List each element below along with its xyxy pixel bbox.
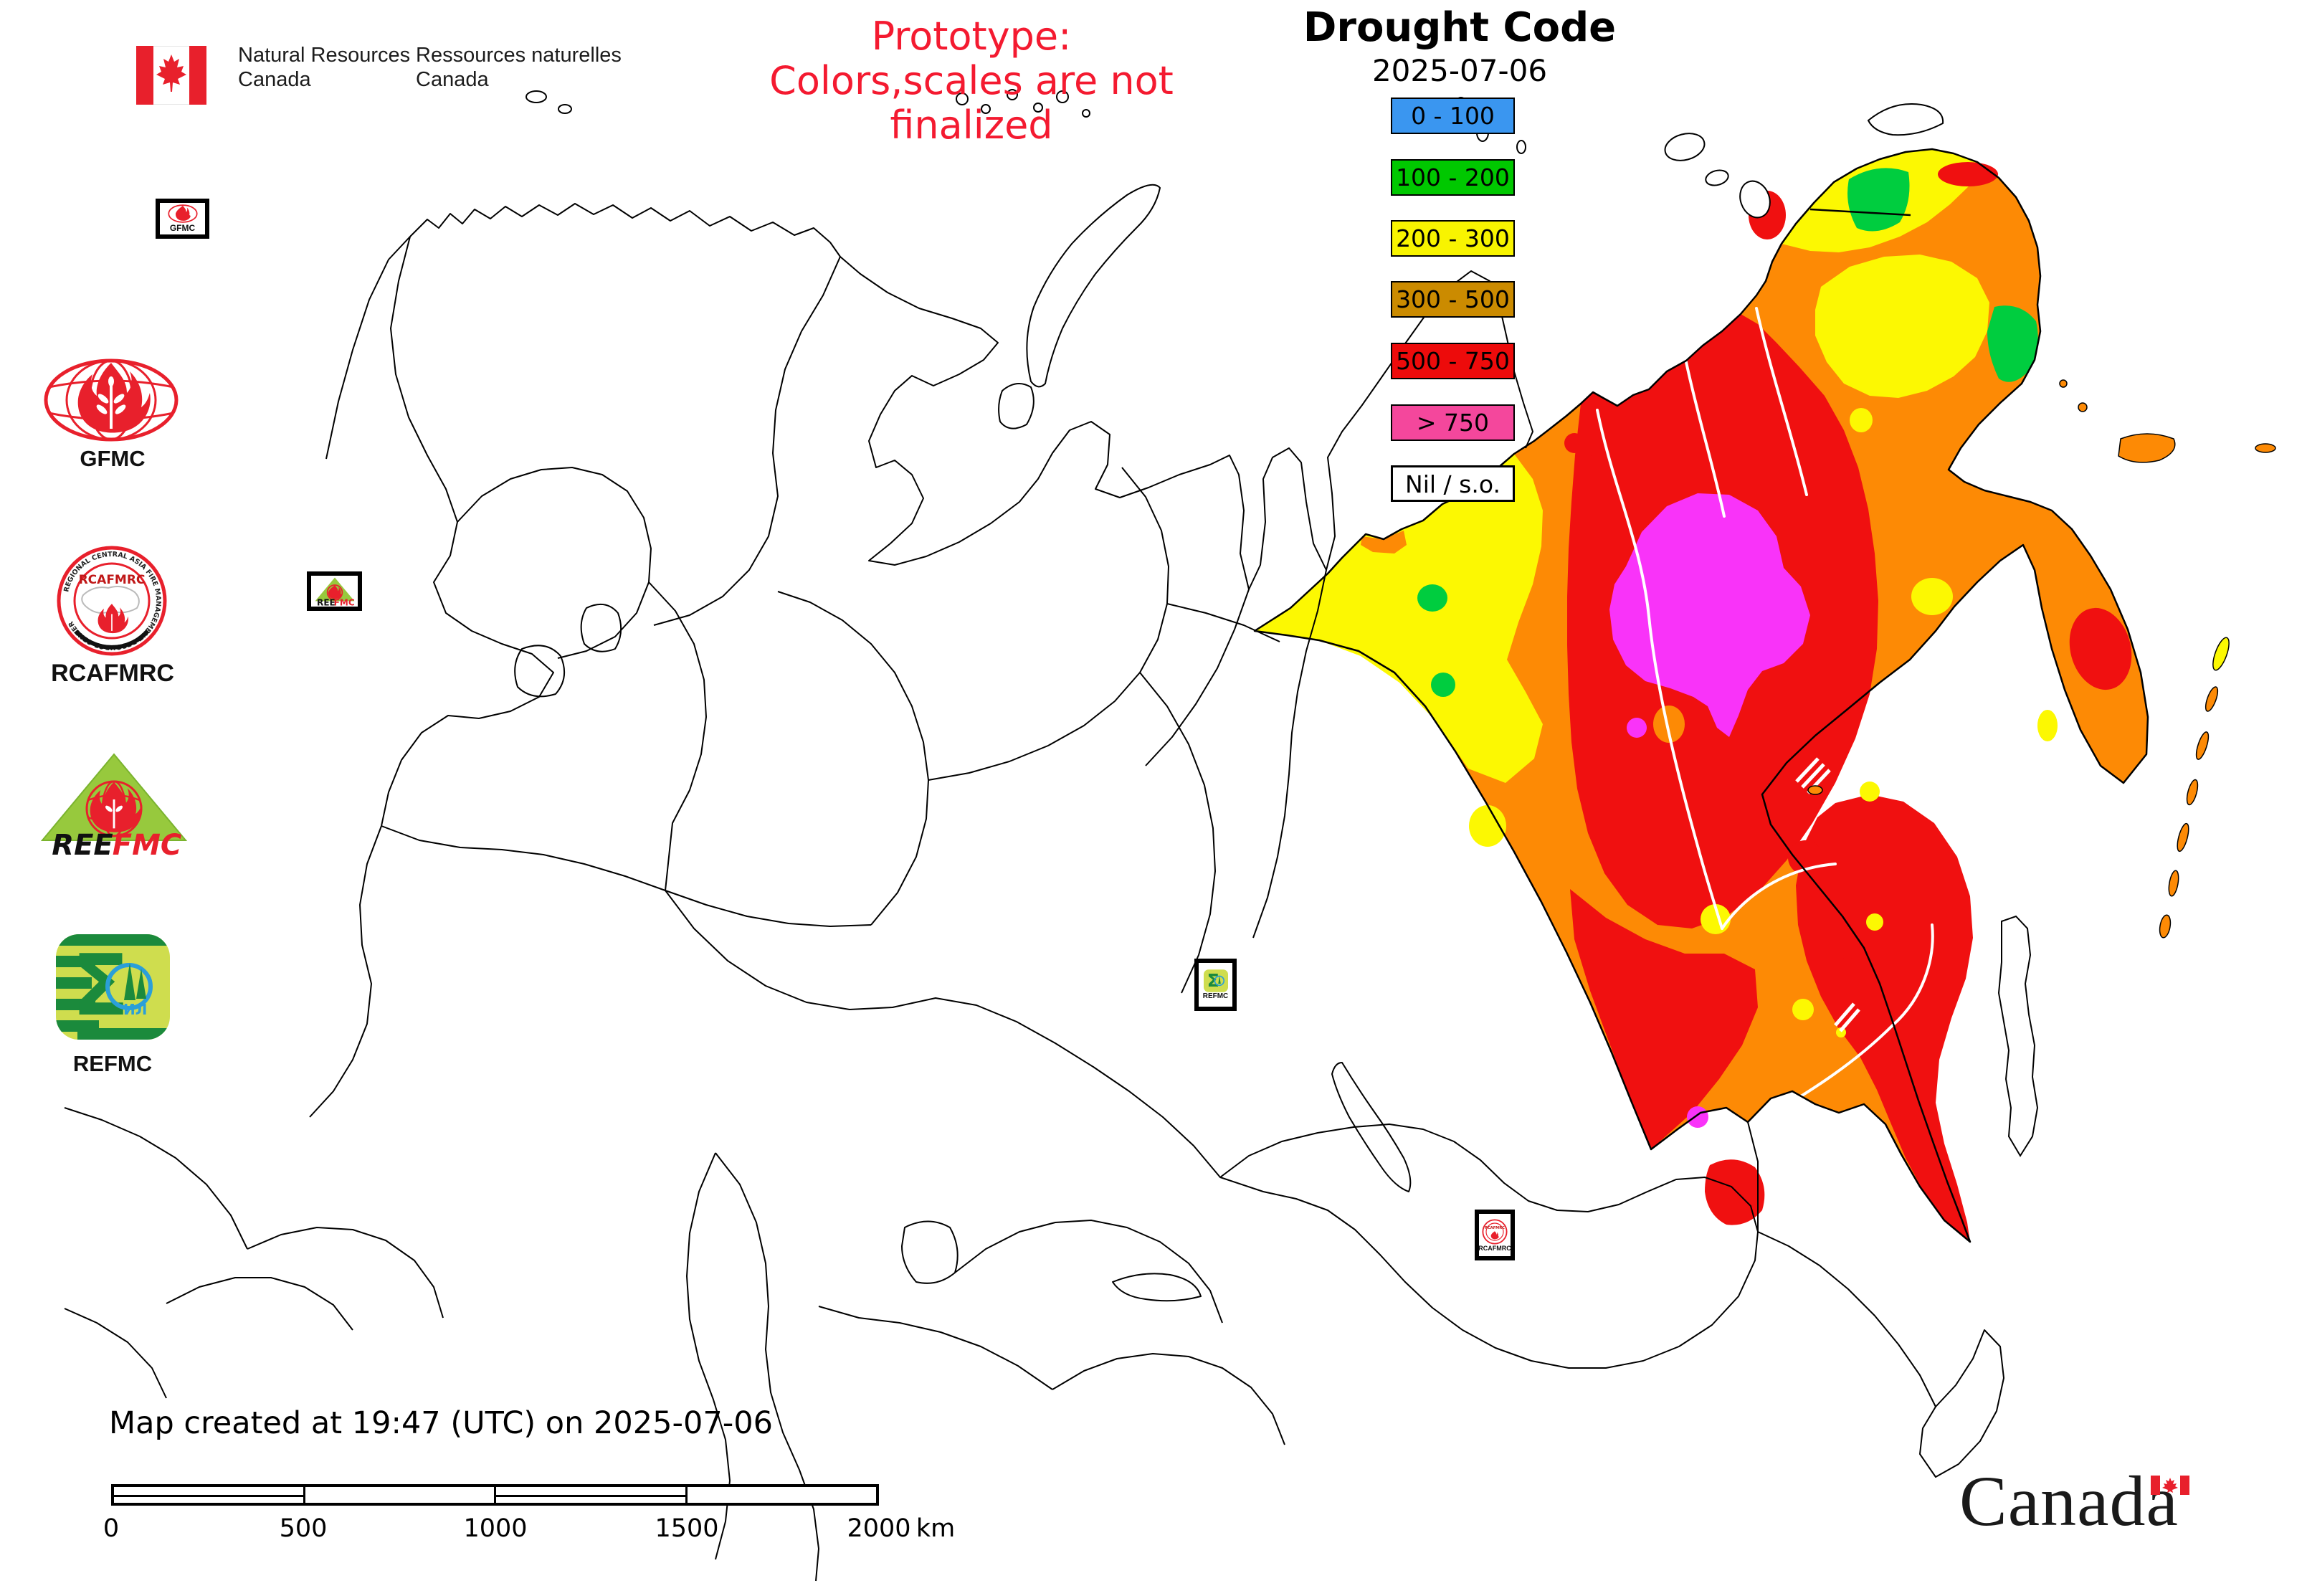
drought-zone-red-south-wedge [1570, 889, 1758, 1149]
rcafmrc-mini-icon: RCAFMRC [1482, 1218, 1508, 1245]
map-marker-reefmc: REE FMC [307, 571, 362, 611]
gfmc-label: GFMC [80, 446, 146, 471]
map-marker-refmc: Σ REFMC [1194, 959, 1237, 1011]
drought-zone-yellow-west [1255, 454, 1543, 783]
red-dot [1564, 433, 1584, 453]
yellow-chukotka [1815, 255, 1989, 398]
legend-item-500-750: 500 - 750 [1391, 343, 1515, 379]
map-marker-rcafmrc: RCAFMRC RCAFMRC [1475, 1210, 1515, 1260]
orange-dot [1653, 706, 1685, 743]
green-dot [1417, 584, 1447, 612]
canada-wordmark-flag-icon [2151, 1476, 2189, 1495]
prototype-warning: Prototype: Colors,scales are not finaliz… [769, 14, 1174, 148]
refmc-label: REFMC [72, 1051, 153, 1076]
legend-item-200-300: 200 - 300 [1391, 220, 1515, 257]
legend-title: Drought Code [1303, 4, 1617, 51]
reefmc-mini-icon: REE FMC [315, 577, 354, 606]
svg-text:Σ: Σ [1207, 970, 1219, 991]
agency-name-fr: Ressources naturelles Canada [416, 44, 622, 91]
map-created-text: Map created at 19:47 (UTC) on 2025-07-06 [109, 1405, 773, 1441]
scale-segment [496, 1487, 688, 1503]
yellow-dot [1911, 578, 1953, 615]
reefmc-logo: REE FMC [41, 753, 187, 858]
green-east-tip [1987, 305, 2038, 382]
svg-text:RCAFMRC: RCAFMRC [1485, 1225, 1505, 1230]
map-marker-gfmc: GFMC [156, 199, 209, 239]
yellow-dot [1469, 805, 1506, 847]
legend-date: 2025-07-06 [1371, 53, 1548, 88]
reefmc-label-red: FMC [113, 829, 181, 858]
legend-item-0-100: 0 - 100 [1391, 98, 1515, 134]
canada-flag-icon [136, 46, 206, 105]
yellow-dot [1860, 782, 1880, 802]
legend-item-100-200: 100 - 200 [1391, 159, 1515, 196]
legend-item-gt-750: > 750 [1391, 404, 1515, 441]
refmc-sigma-glyph: Σ [72, 936, 130, 1035]
magenta-dot [1627, 718, 1647, 738]
bering-islands [1807, 379, 2276, 795]
refmc-inner-text: ИЛ [123, 1001, 147, 1018]
rcafmrc-logo: REGIONAL CENTRAL ASIA FIRE MANAGEMENT RE… [57, 546, 167, 656]
rivers [1596, 307, 1934, 1120]
drought-zone-magenta [1609, 493, 1810, 737]
yellow-dot [1850, 408, 1873, 432]
arctic-islands [1664, 103, 1944, 219]
scale-segment [305, 1487, 496, 1503]
green-dot [1431, 673, 1455, 697]
scale-bar [111, 1484, 879, 1506]
rcafmrc-label: RCAFMRC [51, 660, 174, 687]
rcafmrc-inner-text: RCAFMRC [79, 573, 146, 587]
east-coast-outline [1253, 148, 2149, 1243]
scale-segment [688, 1487, 877, 1503]
yellow-dot [2037, 710, 2058, 741]
red-dot [1838, 957, 1857, 976]
scale-segment [114, 1487, 305, 1503]
svg-text:FMC: FMC [333, 597, 354, 606]
red-blob-south [1705, 1159, 1765, 1225]
svg-text:REE: REE [317, 597, 336, 606]
refmc-mini-icon: Σ [1203, 969, 1228, 992]
scale-labels: 0 500 1000 1500 2000 km [103, 1514, 956, 1543]
agency-name-en: Natural Resources Canada [238, 44, 411, 91]
yellow-dot [1866, 913, 1883, 931]
red-dot [1588, 442, 1602, 457]
green-blob-north [1847, 168, 1910, 232]
kuril-islands [2159, 637, 2230, 939]
gfmc-logo [44, 358, 179, 442]
gfmc-mini-icon [167, 204, 198, 223]
sakhalin-island [1997, 915, 2039, 1157]
legend-item-nil: Nil / s.o. [1391, 465, 1515, 502]
orange-coastal-strip [1361, 531, 1407, 554]
legend-item-300-500: 300 - 500 [1391, 281, 1515, 318]
magenta-dot [1687, 1106, 1708, 1128]
canada-wordmark: Canada [1959, 1461, 2179, 1541]
refmc-logo: Σ ИЛ [56, 934, 170, 1040]
yellow-dot [1792, 999, 1814, 1020]
gfmc-flame-icon [77, 363, 151, 433]
nodata-hatch [1795, 757, 1860, 1032]
red-coast-patch [1938, 162, 1998, 186]
red-kamchatka [2069, 607, 2132, 690]
reefmc-label-black: REE [52, 829, 113, 858]
